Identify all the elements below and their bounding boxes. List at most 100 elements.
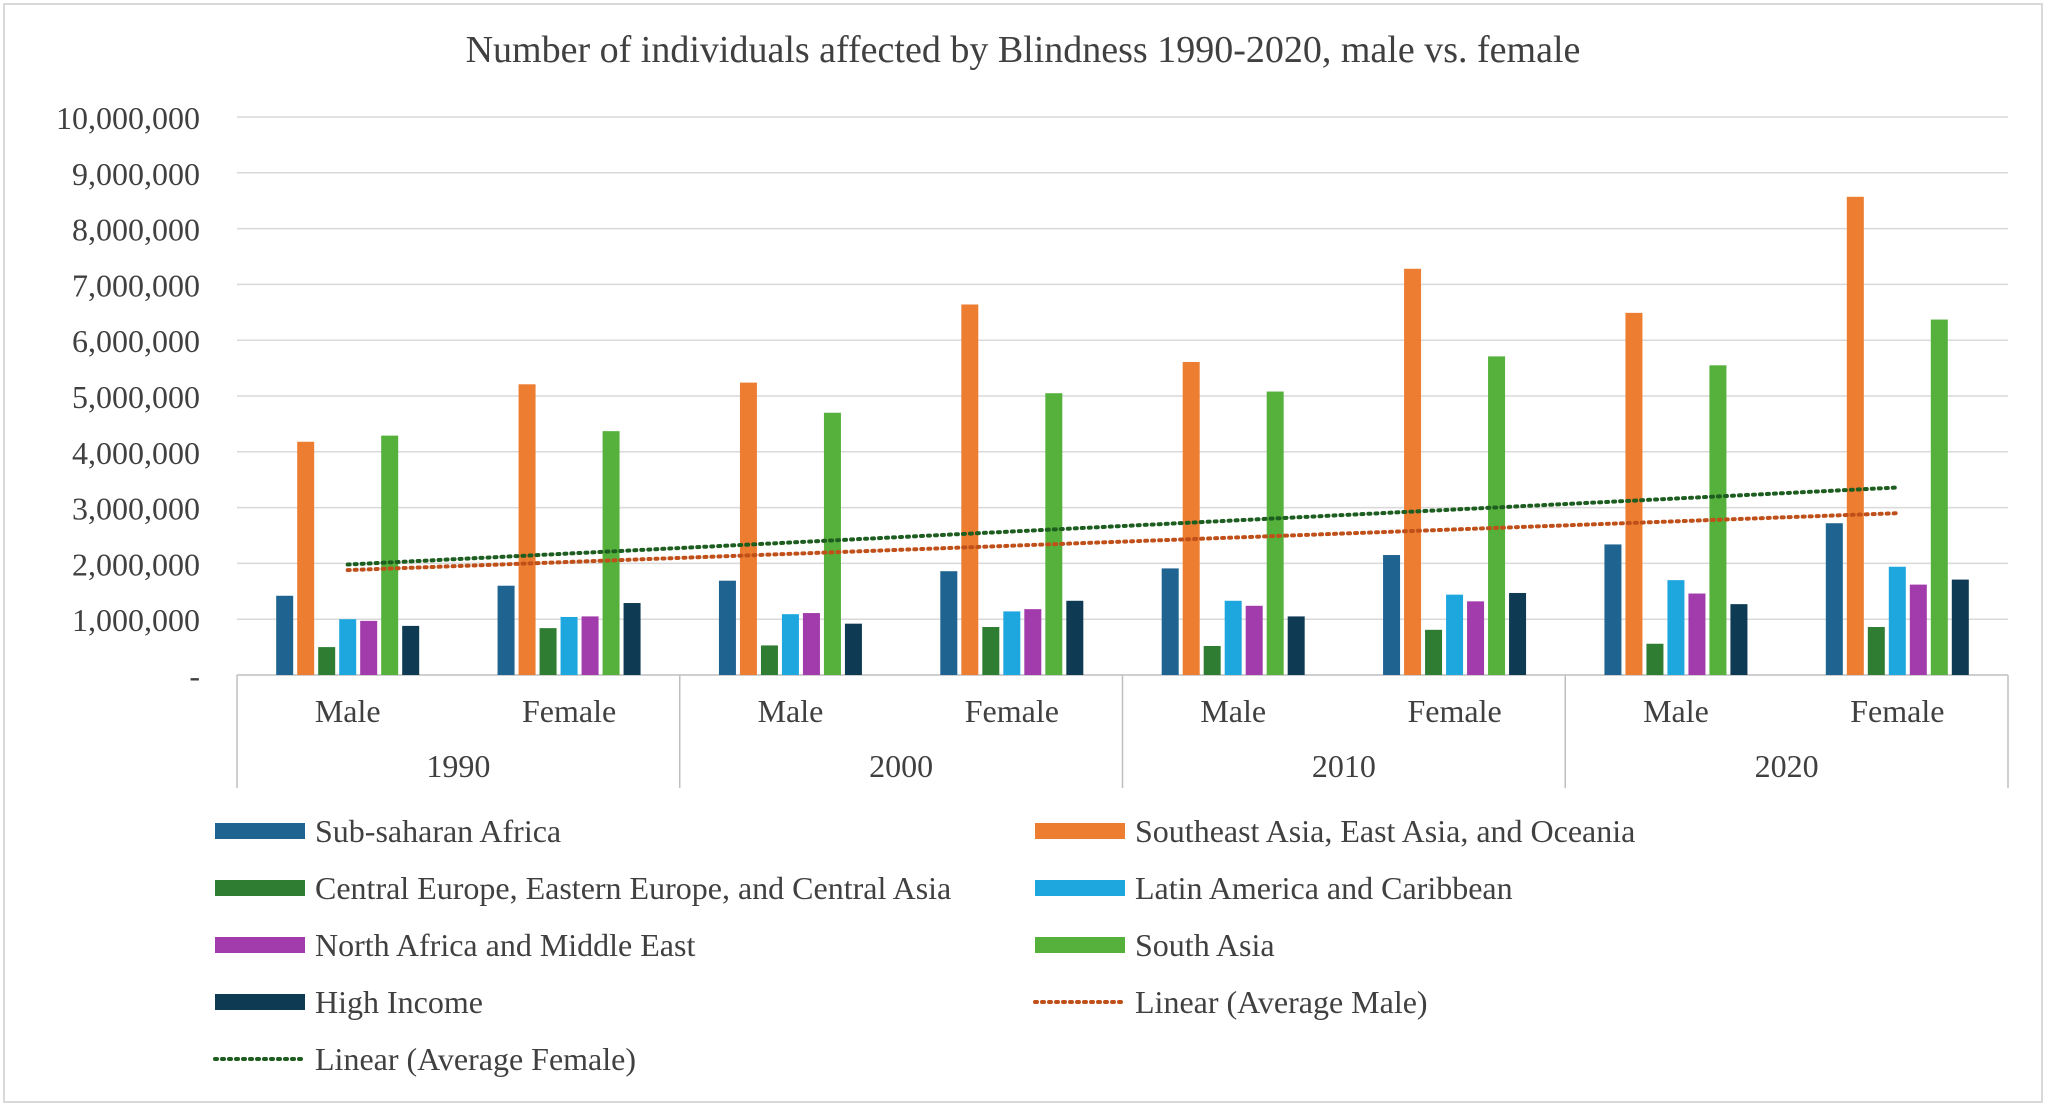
bar xyxy=(360,620,378,675)
bar xyxy=(1625,312,1643,675)
trendline xyxy=(345,511,1900,573)
bar xyxy=(1066,600,1084,675)
bar xyxy=(623,603,641,675)
bar xyxy=(318,647,336,675)
bar xyxy=(1930,319,1948,675)
legend-swatch xyxy=(215,937,305,953)
legend-swatch xyxy=(1035,937,1125,953)
blindness-chart: Number of individuals affected by Blindn… xyxy=(56,29,2009,1077)
x-category-label: Male xyxy=(1643,693,1709,729)
bar xyxy=(1509,592,1527,675)
bar xyxy=(1404,268,1422,675)
bar xyxy=(1909,584,1927,675)
x-category-label: Male xyxy=(315,693,381,729)
legend-label: Sub-saharan Africa xyxy=(315,813,561,849)
bar xyxy=(982,627,1000,675)
legend-label: Central Europe, Eastern Europe, and Cent… xyxy=(315,870,951,906)
bar xyxy=(1024,609,1042,675)
bar xyxy=(1688,593,1706,675)
bar xyxy=(1825,523,1843,675)
bar xyxy=(1667,580,1685,675)
y-tick-label: 8,000,000 xyxy=(72,212,200,248)
bar xyxy=(1604,544,1622,675)
legend-label: High Income xyxy=(315,984,483,1020)
trendline xyxy=(345,485,1900,567)
bar xyxy=(1846,196,1864,675)
x-category-label: Female xyxy=(965,693,1059,729)
bar xyxy=(381,435,399,675)
gridlines xyxy=(237,116,2008,620)
bar xyxy=(497,585,515,675)
chart-title: Number of individuals affected by Blindn… xyxy=(466,29,1581,71)
legend-label: Linear (Average Male) xyxy=(1135,984,1428,1020)
bar xyxy=(276,595,294,675)
legend-label: Southeast Asia, East Asia, and Oceania xyxy=(1135,813,1635,849)
bar xyxy=(802,613,820,675)
bar xyxy=(1003,611,1021,675)
bar xyxy=(539,628,557,675)
bar xyxy=(1888,566,1906,675)
y-tick-label: 5,000,000 xyxy=(72,379,200,415)
bar xyxy=(581,616,599,675)
legend-label: Linear (Average Female) xyxy=(315,1041,636,1077)
y-tick-label: 4,000,000 xyxy=(72,435,200,471)
trendlines xyxy=(345,485,1900,573)
bar xyxy=(1488,356,1506,675)
bar xyxy=(560,616,578,675)
legend-swatch xyxy=(215,994,305,1010)
bar xyxy=(1951,579,1969,675)
bar xyxy=(518,384,536,675)
x-category-label: Female xyxy=(1850,693,1944,729)
legend: Sub-saharan Africa Southeast Asia, East A… xyxy=(213,813,1635,1077)
bar xyxy=(1467,601,1485,675)
legend-swatch xyxy=(1035,880,1125,896)
bar xyxy=(402,625,420,675)
bar xyxy=(739,382,757,675)
x-axis xyxy=(236,674,2009,788)
bar xyxy=(1266,391,1284,675)
y-axis-tick-labels: - 1,000,000 2,000,000 3,000,000 4,000,000 5,0… xyxy=(56,100,200,694)
x-group-label: 2010 xyxy=(1312,748,1376,784)
legend-swatch xyxy=(215,880,305,896)
x-group-label: 2020 xyxy=(1755,748,1819,784)
bar xyxy=(1730,604,1748,675)
x-group-label: 2000 xyxy=(869,748,933,784)
legend-label: South Asia xyxy=(1135,927,1275,963)
x-axis-labels: Male Female Male Female Male Female Male Female… xyxy=(315,693,1945,784)
bar xyxy=(1161,568,1179,675)
y-tick-label: 1,000,000 xyxy=(72,602,200,638)
bar xyxy=(823,412,841,675)
bar xyxy=(297,441,315,675)
y-tick-label: - xyxy=(189,658,200,694)
bar xyxy=(1646,643,1664,675)
x-category-label: Male xyxy=(758,693,824,729)
bar xyxy=(1446,594,1464,675)
bar xyxy=(781,614,799,675)
x-group-label: 1990 xyxy=(426,748,490,784)
y-tick-label: 3,000,000 xyxy=(72,491,200,527)
x-category-label: Male xyxy=(1200,693,1266,729)
bar xyxy=(1224,600,1242,675)
bar xyxy=(1425,629,1443,675)
bars xyxy=(276,196,1969,675)
bar xyxy=(1383,555,1401,675)
y-tick-label: 7,000,000 xyxy=(72,267,200,303)
y-tick-label: 10,000,000 xyxy=(56,100,200,136)
bar xyxy=(1182,361,1200,675)
bar xyxy=(940,571,958,675)
bar xyxy=(1245,605,1263,675)
legend-label: Latin America and Caribbean xyxy=(1135,870,1513,906)
bar xyxy=(718,580,736,675)
legend-label: North Africa and Middle East xyxy=(315,927,695,963)
bar xyxy=(1045,393,1063,675)
bar xyxy=(1287,616,1305,675)
y-tick-label: 2,000,000 xyxy=(72,546,200,582)
bar xyxy=(1203,645,1221,675)
legend-swatch xyxy=(215,823,305,839)
legend-swatch xyxy=(1035,823,1125,839)
x-category-label: Female xyxy=(522,693,616,729)
bar xyxy=(339,619,357,675)
y-tick-label: 9,000,000 xyxy=(72,156,200,192)
x-category-label: Female xyxy=(1407,693,1501,729)
bar xyxy=(844,623,862,675)
